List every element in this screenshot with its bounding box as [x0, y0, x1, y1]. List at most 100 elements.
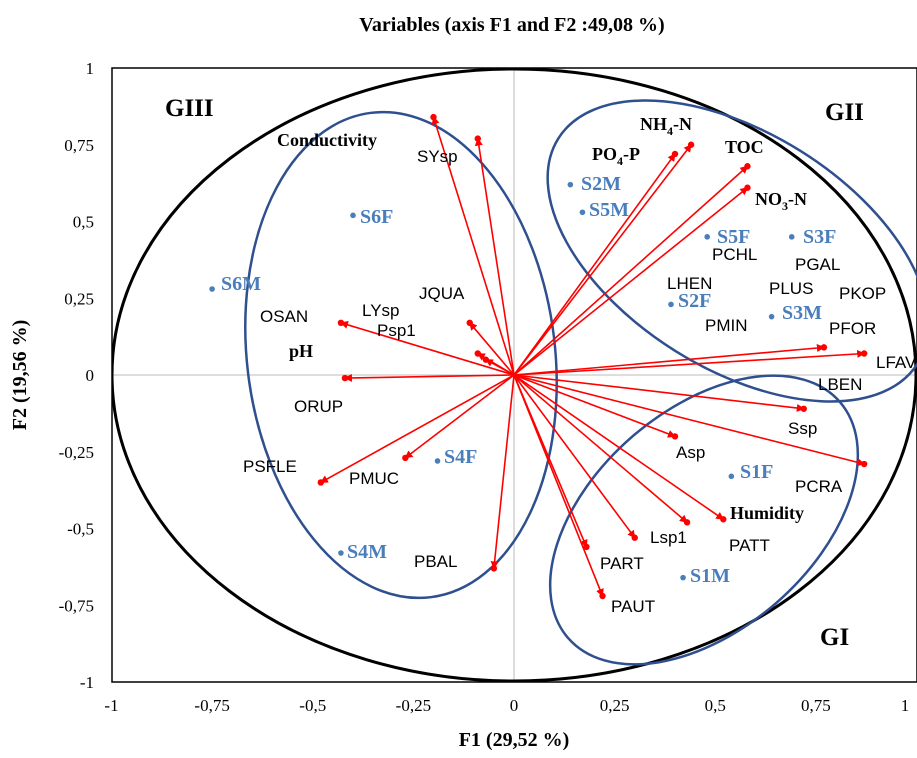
- vector-pmuc: [404, 374, 515, 459]
- var-label-part: PART: [600, 554, 644, 573]
- var-label-pcra: PCRA: [795, 477, 843, 496]
- vector-point-orup: [341, 374, 349, 382]
- y-tick-label: 0: [86, 366, 95, 385]
- y-tick-label: -0,5: [67, 520, 94, 539]
- var-label-pkop: PKOP: [839, 284, 886, 303]
- vector-pbal: [490, 374, 515, 570]
- observation-point-s3m: [768, 313, 775, 320]
- vector-asp: [513, 374, 676, 438]
- obs-label-s4m: S4M: [347, 541, 387, 563]
- obs-label-s6f: S6F: [360, 206, 393, 228]
- var-label-psp1: Psp1: [377, 321, 416, 340]
- obs-label-s5m: S5M: [589, 199, 629, 221]
- var-label-orup: ORUP: [294, 397, 343, 416]
- x-tick-label: 1: [901, 696, 910, 715]
- vector-point-sysp: [430, 113, 437, 121]
- chart-title: Variables (axis F1 and F2 :49,08 %): [359, 14, 664, 36]
- group-label-giii: GIII: [165, 95, 214, 122]
- vector-point-pbal: [490, 565, 498, 572]
- obs-label-s1m: S1M: [690, 565, 730, 587]
- x-axis-ticks: -1 -0,75 -0,5 -0,25 0 0,25 0,5 0,75 1: [104, 696, 909, 715]
- var-label-ssp: Ssp: [788, 419, 817, 438]
- observation-point-s2f: [668, 301, 674, 308]
- correlation-circle: [112, 68, 917, 682]
- vector-po4-p: [513, 153, 676, 376]
- vector-psp1: [469, 322, 515, 376]
- vector-ssp: [513, 374, 805, 412]
- obs-label-s2f: S2F: [678, 290, 711, 312]
- vector-point-lfav: [860, 350, 868, 357]
- vector-point-osan: [337, 319, 345, 327]
- x-tick-label: -0,5: [299, 696, 326, 715]
- vector-point-part: [583, 543, 590, 551]
- vector-osan: [339, 321, 515, 376]
- observation-point-s4m: [338, 550, 344, 556]
- group-label-gii: GII: [825, 99, 864, 126]
- obs-label-s3m: S3M: [782, 302, 822, 324]
- vector-paut: [513, 374, 604, 597]
- y-tick-label: -0,25: [59, 443, 94, 462]
- vector-toc: [513, 165, 749, 376]
- group-label-gi: GI: [820, 624, 849, 651]
- obs-label-s6m: S6M: [221, 273, 261, 295]
- vector-point-paut: [599, 592, 606, 600]
- vector-point-pfor: [820, 344, 828, 351]
- vector-point-psp1: [466, 319, 473, 327]
- vector-lfav: [513, 349, 866, 376]
- var-label-toc: TOC: [725, 137, 764, 157]
- obs-label-s1f: S1F: [740, 461, 773, 483]
- vector-point-jqua: [474, 350, 481, 357]
- x-tick-label: 0: [510, 696, 519, 715]
- x-tick-label: 0,75: [801, 696, 831, 715]
- var-label-conductivity: Conductivity: [277, 130, 377, 150]
- vector-point-psfle: [317, 479, 324, 486]
- group-outline-gi: [548, 374, 860, 666]
- observation-point-s2m: [567, 181, 574, 188]
- var-label-no3n: NO3-N: [755, 189, 807, 213]
- y-axis-ticks: 1 0,75 0,5 0,25 0 -0,25 -0,5 -0,75 -1: [59, 59, 94, 692]
- vector-humidity: [513, 374, 725, 520]
- var-label-paut: PAUT: [611, 597, 655, 616]
- var-label-psfle: PSFLE: [243, 457, 297, 476]
- x-tick-label: -0,25: [396, 696, 431, 715]
- var-label-pmuc: PMUC: [349, 469, 399, 488]
- vector-point-patt: [631, 534, 638, 541]
- obs-label-s5f: S5F: [717, 226, 750, 248]
- vector-lsp1: [513, 374, 688, 524]
- vector-point-po4-p: [671, 150, 679, 158]
- obs-label-s4f: S4F: [444, 446, 477, 468]
- x-tick-label: 0,5: [705, 696, 726, 715]
- y-tick-label: 0,75: [64, 136, 94, 155]
- group-outline-gii: [546, 99, 917, 403]
- vector-psfle: [319, 374, 515, 484]
- y-axis-label: F2 (19,56 %): [9, 320, 31, 431]
- vector-point-conductivity: [474, 135, 481, 142]
- vector-point-lsp1: [683, 519, 691, 526]
- vector-conductivity: [474, 137, 515, 376]
- vector-point-humidity: [720, 516, 727, 523]
- var-label-lsp1: Lsp1: [650, 528, 687, 547]
- observation-point-s5f: [704, 234, 710, 240]
- vector-pfor: [513, 344, 825, 376]
- y-tick-label: -1: [80, 673, 94, 692]
- var-label-lysp: LYsp: [362, 301, 400, 320]
- y-tick-label: -0,75: [59, 596, 94, 615]
- obs-label-s3f: S3F: [803, 226, 836, 248]
- y-tick-label: 0,5: [73, 213, 94, 232]
- vector-no3-n: [513, 187, 749, 376]
- observation-point-s5m: [579, 209, 586, 216]
- var-label-humidity: Humidity: [730, 503, 804, 523]
- observation-point-s1m: [680, 574, 686, 581]
- var-label-pfor: PFOR: [829, 319, 876, 338]
- y-tick-label: 1: [86, 59, 95, 78]
- observation-point-s3f: [788, 234, 795, 240]
- group-outline-giii: [244, 110, 558, 600]
- y-tick-label: 0,25: [64, 289, 94, 308]
- var-label-pbal: PBAL: [414, 552, 457, 571]
- vector-pcra: [513, 374, 866, 467]
- var-label-plus: PLUS: [769, 279, 813, 298]
- variable-labels: Conductivity SYsp NH4-N PO4-P TOC NO3-N …: [243, 114, 917, 616]
- var-label-lben: LBEN: [818, 375, 862, 394]
- vector-orup: [343, 373, 515, 382]
